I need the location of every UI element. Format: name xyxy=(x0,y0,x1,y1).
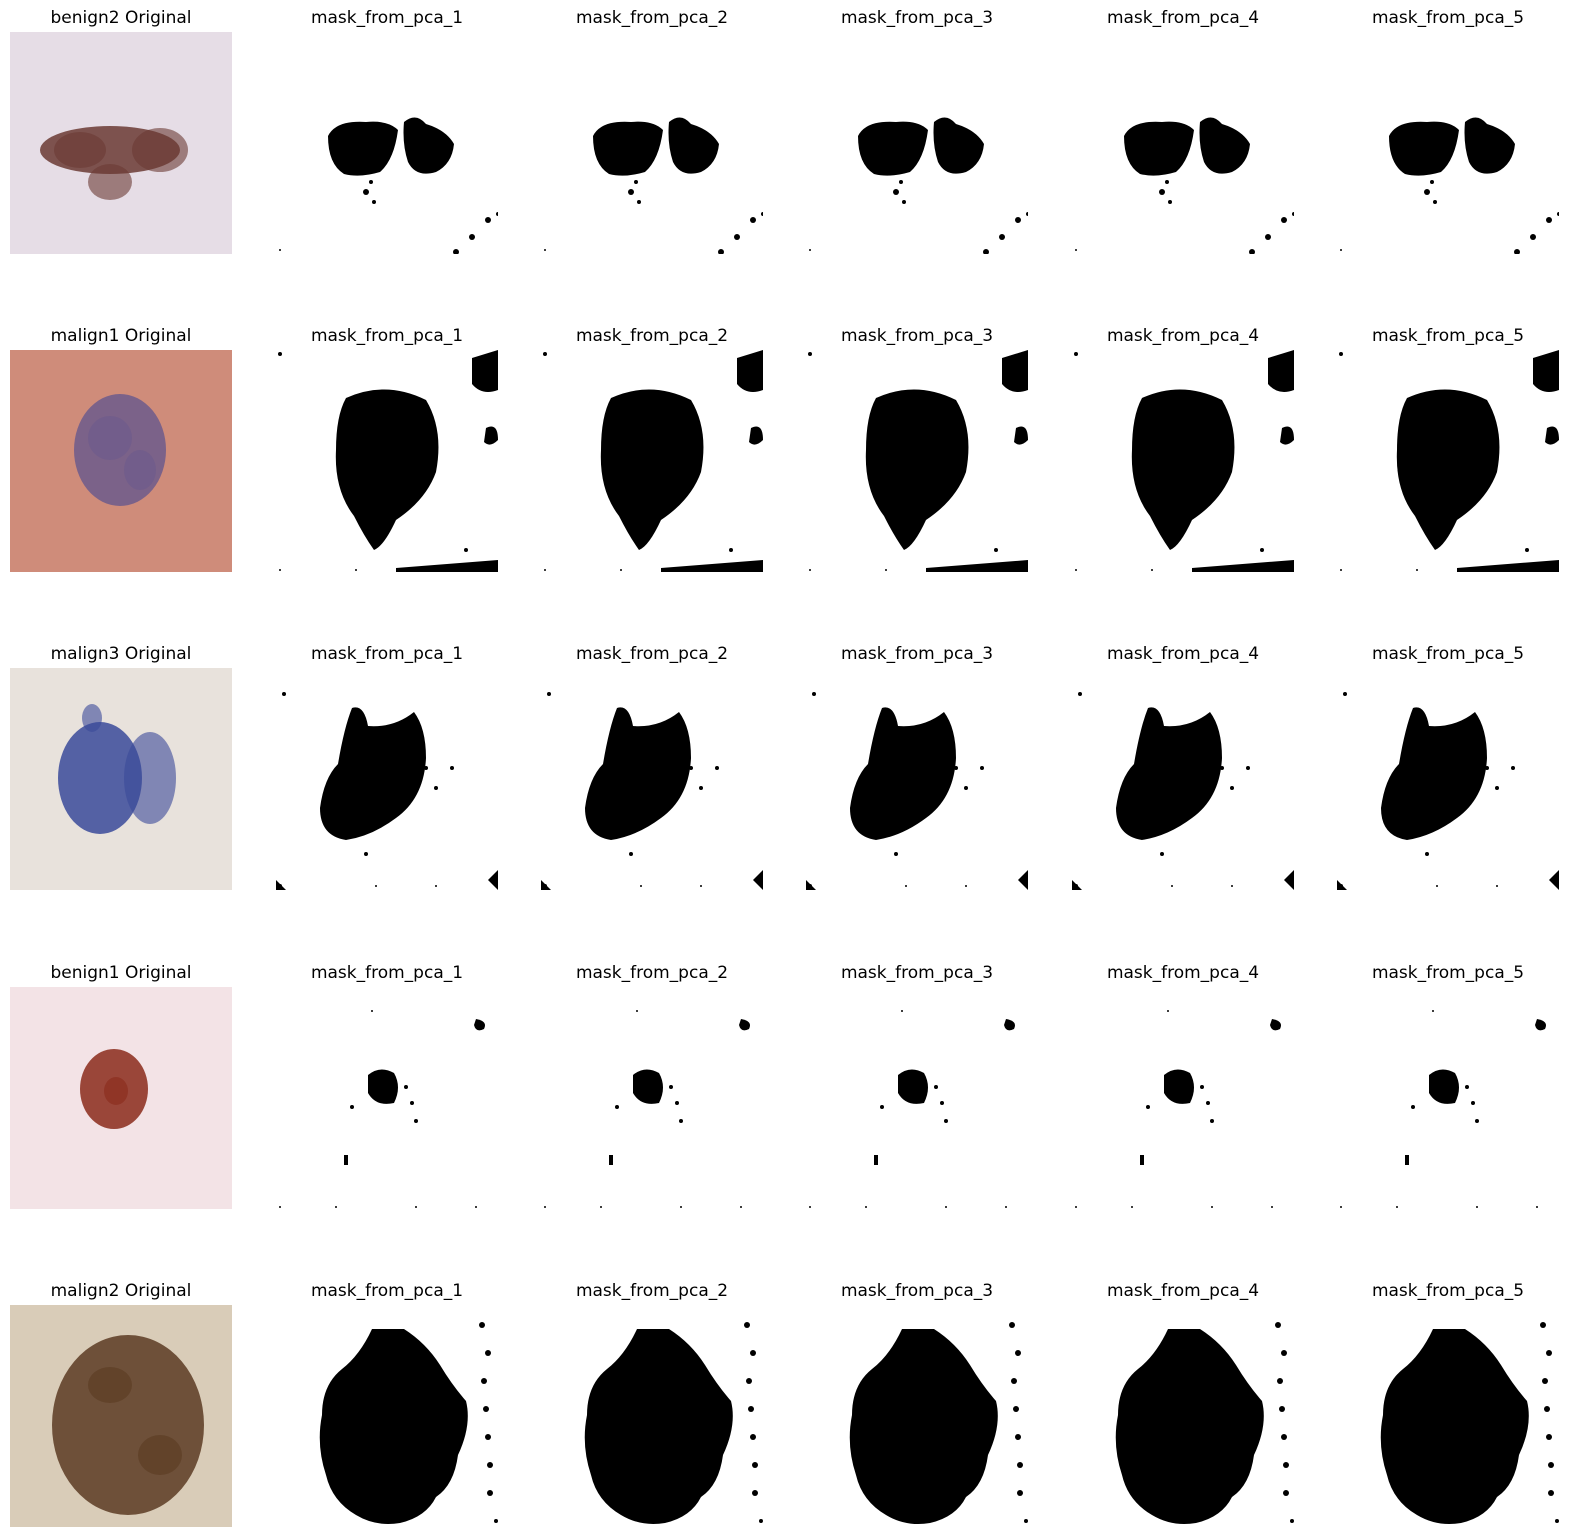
original-image xyxy=(10,350,232,572)
original-image xyxy=(10,668,232,890)
original-image xyxy=(10,32,232,254)
mask-title: mask_from_pca_2 xyxy=(575,8,729,28)
mask-image xyxy=(1337,32,1559,254)
mask-title: mask_from_pca_1 xyxy=(310,8,464,28)
mask-title: mask_from_pca_5 xyxy=(1371,963,1525,983)
mask-image xyxy=(806,350,1028,572)
mask-image xyxy=(276,32,498,254)
mask-image xyxy=(806,668,1028,890)
mask-title: mask_from_pca_5 xyxy=(1371,1281,1525,1301)
original-image xyxy=(10,1305,232,1527)
mask-image xyxy=(541,668,763,890)
mask-image xyxy=(541,32,763,254)
mask-image xyxy=(541,987,763,1209)
mask-title: mask_from_pca_4 xyxy=(1106,963,1260,983)
mask-image xyxy=(276,668,498,890)
mask-image xyxy=(1072,350,1294,572)
mask-image xyxy=(1072,32,1294,254)
mask-image xyxy=(1337,668,1559,890)
mask-title: mask_from_pca_5 xyxy=(1371,644,1525,664)
mask-image xyxy=(1337,350,1559,572)
mask-image xyxy=(1337,987,1559,1209)
mask-image xyxy=(541,350,763,572)
mask-title: mask_from_pca_1 xyxy=(310,1281,464,1301)
mask-title: mask_from_pca_4 xyxy=(1106,1281,1260,1301)
mask-image xyxy=(806,32,1028,254)
mask-image xyxy=(1072,1305,1294,1527)
mask-title: mask_from_pca_4 xyxy=(1106,644,1260,664)
original-title: malign3 Original xyxy=(50,644,192,664)
original-title: benign1 Original xyxy=(50,963,192,983)
mask-title: mask_from_pca_2 xyxy=(575,644,729,664)
mask-image xyxy=(806,1305,1028,1527)
mask-title: mask_from_pca_4 xyxy=(1106,326,1260,346)
mask-title: mask_from_pca_1 xyxy=(310,326,464,346)
mask-title: mask_from_pca_5 xyxy=(1371,326,1525,346)
mask-title: mask_from_pca_1 xyxy=(310,963,464,983)
mask-title: mask_from_pca_3 xyxy=(840,1281,994,1301)
mask-image xyxy=(1072,987,1294,1209)
mask-title: mask_from_pca_5 xyxy=(1371,8,1525,28)
original-image xyxy=(10,987,232,1209)
mask-title: mask_from_pca_1 xyxy=(310,644,464,664)
mask-image xyxy=(806,987,1028,1209)
mask-title: mask_from_pca_2 xyxy=(575,1281,729,1301)
original-title: benign2 Original xyxy=(50,8,192,28)
original-title: malign2 Original xyxy=(50,1281,192,1301)
mask-image xyxy=(276,350,498,572)
mask-image xyxy=(541,1305,763,1527)
original-title: malign1 Original xyxy=(50,326,192,346)
mask-title: mask_from_pca_2 xyxy=(575,963,729,983)
mask-title: mask_from_pca_4 xyxy=(1106,8,1260,28)
mask-image xyxy=(276,987,498,1209)
mask-image xyxy=(276,1305,498,1527)
mask-title: mask_from_pca_3 xyxy=(840,963,994,983)
mask-image xyxy=(1072,668,1294,890)
mask-title: mask_from_pca_2 xyxy=(575,326,729,346)
mask-image xyxy=(1337,1305,1559,1527)
mask-title: mask_from_pca_3 xyxy=(840,644,994,664)
mask-title: mask_from_pca_3 xyxy=(840,8,994,28)
mask-title: mask_from_pca_3 xyxy=(840,326,994,346)
